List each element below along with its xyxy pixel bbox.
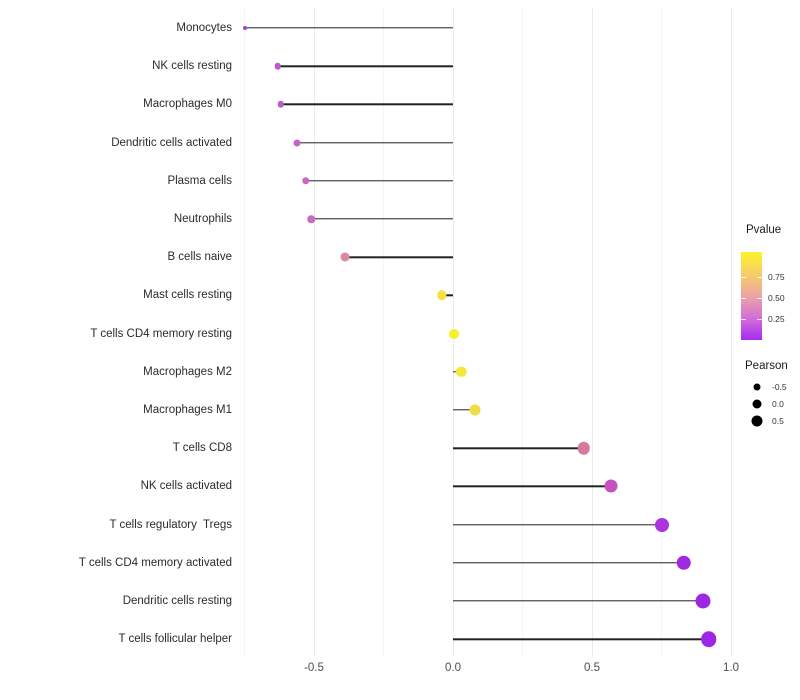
lollipop-stem	[453, 523, 662, 526]
pearson-size-label: -0.5	[772, 382, 787, 392]
pvalue-legend-title: Pvalue	[746, 224, 782, 236]
pearson-size-dot	[752, 399, 762, 409]
lollipop-point	[654, 517, 669, 532]
pvalue-tick-mark	[757, 276, 762, 278]
lollipop-point	[277, 101, 284, 108]
major-gridline	[313, 8, 315, 656]
lollipop-stem	[305, 180, 453, 182]
lollipop-point	[293, 139, 301, 147]
lollipop-stem	[441, 294, 453, 297]
lollipop-stem	[244, 27, 453, 29]
lollipop-point	[307, 215, 315, 223]
category-label: T cells CD4 memory activated	[78, 556, 232, 569]
minor-gridline	[244, 8, 245, 656]
lollipop-stem	[453, 638, 709, 640]
lollipop-stem	[453, 447, 584, 449]
minor-gridline	[383, 8, 384, 656]
lollipop-stem	[280, 103, 453, 106]
x-tick-label: 0.0	[445, 662, 461, 674]
pearson-size-dot	[751, 415, 763, 427]
category-label: T cells regulatory Tregs	[109, 518, 232, 531]
lollipop-point	[695, 593, 711, 609]
category-label: B cells naive	[167, 251, 232, 264]
x-tick-label: 1.0	[723, 662, 739, 674]
pearson-size-label: 0.5	[772, 416, 784, 426]
category-label: NK cells resting	[152, 60, 232, 73]
lollipop-point	[456, 366, 467, 378]
x-tick-label: 0.5	[584, 662, 600, 674]
minor-gridline	[522, 8, 523, 656]
pvalue-tick-label: 0.75	[768, 271, 785, 282]
pvalue-tick-label: 0.50	[768, 292, 785, 303]
category-label: Macrophages M1	[143, 404, 232, 416]
minor-gridline	[661, 8, 662, 656]
category-label: T cells CD8	[172, 442, 232, 455]
pvalue-tick-mark	[741, 276, 746, 278]
lollipop-stem	[344, 256, 453, 258]
lollipop-point	[604, 479, 618, 493]
pvalue-tick-label: 0.25	[768, 313, 785, 324]
category-label: Dendritic cells resting	[122, 595, 232, 607]
pvalue-colorbar	[741, 252, 762, 340]
pvalue-tick-mark	[757, 297, 762, 299]
lollipop-point	[676, 555, 691, 571]
category-label: Mast cells resting	[143, 289, 232, 302]
pvalue-tick-mark	[741, 318, 746, 320]
pvalue-tick-mark	[741, 297, 746, 299]
lollipop-point	[469, 404, 481, 416]
category-label: Macrophages M2	[143, 365, 232, 378]
category-label: T cells follicular helper	[118, 633, 232, 646]
pvalue-tick-mark	[757, 318, 762, 320]
major-gridline	[730, 8, 732, 656]
x-tick-label: -0.5	[304, 662, 324, 674]
lollipop-stem	[453, 600, 704, 602]
lollipop-point	[701, 631, 717, 647]
pearson-size-dot	[753, 383, 761, 391]
category-label: Dendritic cells activated	[111, 136, 232, 149]
lollipop-stem	[277, 65, 453, 67]
lollipop-point	[242, 26, 247, 30]
category-label: Macrophages M0	[143, 98, 232, 111]
lollipop-point	[340, 252, 350, 262]
category-label: T cells CD4 memory resting	[90, 327, 232, 340]
major-gridline	[591, 8, 593, 656]
lollipop-stem	[453, 409, 476, 411]
lollipop-point	[437, 290, 447, 301]
pearson-size-label: 0.0	[772, 399, 784, 409]
category-label: Plasma cells	[167, 174, 232, 187]
lollipop-stem	[297, 141, 453, 144]
lollipop-point	[301, 177, 310, 185]
lollipop-point	[577, 441, 590, 455]
category-label: NK cells activated	[140, 480, 232, 493]
lollipop-point	[274, 62, 282, 70]
lollipop-point	[449, 328, 460, 339]
lollipop-stem	[453, 485, 612, 488]
lollipop-stem	[453, 562, 684, 564]
category-label: Monocytes	[176, 22, 232, 34]
category-label: Neutrophils	[173, 213, 232, 225]
lollipop-stem	[311, 218, 453, 220]
pearson-legend-title: Pearson	[745, 360, 788, 372]
